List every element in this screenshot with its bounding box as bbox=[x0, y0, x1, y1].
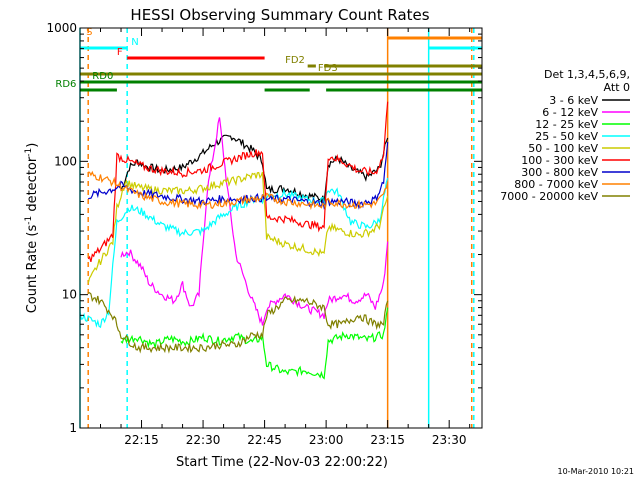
legend-label-6-12-kev: 6 - 12 keV bbox=[542, 106, 598, 119]
y-tick-label-100: 100 bbox=[54, 154, 77, 168]
series-line-7000-20000-kev bbox=[88, 292, 389, 354]
timestamp: 10-Mar-2010 10:21 bbox=[558, 467, 635, 476]
x-tick-label-22-30: 22:30 bbox=[186, 433, 221, 447]
flag-label-s: S bbox=[86, 27, 92, 38]
legend-label-100-300-kev: 100 - 300 keV bbox=[521, 154, 598, 167]
x-tick-label-23-00: 23:00 bbox=[309, 433, 344, 447]
x-tick-label-22-15: 22:15 bbox=[124, 433, 159, 447]
series-line-100-300-kev bbox=[87, 101, 389, 263]
series-line-6-12-kev bbox=[120, 117, 389, 326]
chart-title: HESSI Observing Summary Count Rates bbox=[130, 6, 429, 24]
y-tick-label-1000: 1000 bbox=[46, 21, 77, 35]
legend-label-7000-20000-kev: 7000 - 20000 keV bbox=[500, 190, 598, 203]
series-lines bbox=[79, 101, 389, 380]
series-line-800-7000-kev bbox=[88, 170, 389, 211]
legend-label-3-6-kev: 3 - 6 keV bbox=[549, 94, 598, 107]
legend-label-50-100-kev: 50 - 100 keV bbox=[528, 142, 598, 155]
series-line-50-100-kev bbox=[87, 171, 389, 284]
flag-label-fd3: FD3 bbox=[318, 63, 338, 74]
flag-label-fd2: FD2 bbox=[285, 55, 305, 66]
vertical-markers bbox=[79, 28, 475, 428]
series-line-300-800-kev bbox=[87, 141, 389, 210]
y-axis-label-mid: detector bbox=[25, 156, 40, 216]
legend-header-1: Det 1,3,4,5,6,9, bbox=[544, 68, 630, 81]
y-axis-label: Count Rate (s-1 detector-1) bbox=[24, 143, 40, 314]
x-tick-label-23-15: 23:15 bbox=[370, 433, 405, 447]
flag-label-n: N bbox=[131, 37, 138, 48]
plot-frame bbox=[79, 27, 483, 429]
series-line-12-25-kev bbox=[120, 307, 389, 380]
legend-label-12-25-kev: 12 - 25 keV bbox=[535, 118, 598, 131]
flag-label-rd6: RD6 bbox=[55, 79, 76, 90]
legend-label-300-800-kev: 300 - 800 keV bbox=[521, 166, 598, 179]
series-line-3-6-kev bbox=[120, 134, 389, 204]
y-axis-label-sup-2: -1 bbox=[24, 148, 34, 157]
x-tick-label-22-45: 22:45 bbox=[247, 433, 282, 447]
y-axis-label-sup-1: -1 bbox=[24, 216, 34, 225]
legend-label-800-7000-kev: 800 - 7000 keV bbox=[514, 178, 598, 191]
legend-label-25-50-kev: 25 - 50 keV bbox=[535, 130, 598, 143]
y-axis-label-end: ) bbox=[25, 143, 40, 148]
legend-header-2: Att 0 bbox=[604, 81, 630, 94]
y-tick-label-1: 1 bbox=[69, 421, 77, 435]
axes: 1 10 100 1000 22:15 22:30 22:45 23:00 23:15 23:30 bbox=[46, 21, 482, 447]
x-tick-label-23-30: 23:30 bbox=[432, 433, 467, 447]
flag-bars: S NF FD2 FD3 RD0 RD6 bbox=[55, 27, 482, 92]
series-line-25-50-kev bbox=[79, 177, 389, 329]
y-tick-label-10: 10 bbox=[62, 288, 77, 302]
flag-label-f: F bbox=[117, 47, 123, 58]
x-axis-label: Start Time (22-Nov-03 22:00:22) bbox=[176, 455, 388, 470]
flag-label-rd0: RD0 bbox=[92, 71, 113, 82]
y-axis-label-main: Count Rate (s bbox=[25, 225, 40, 314]
